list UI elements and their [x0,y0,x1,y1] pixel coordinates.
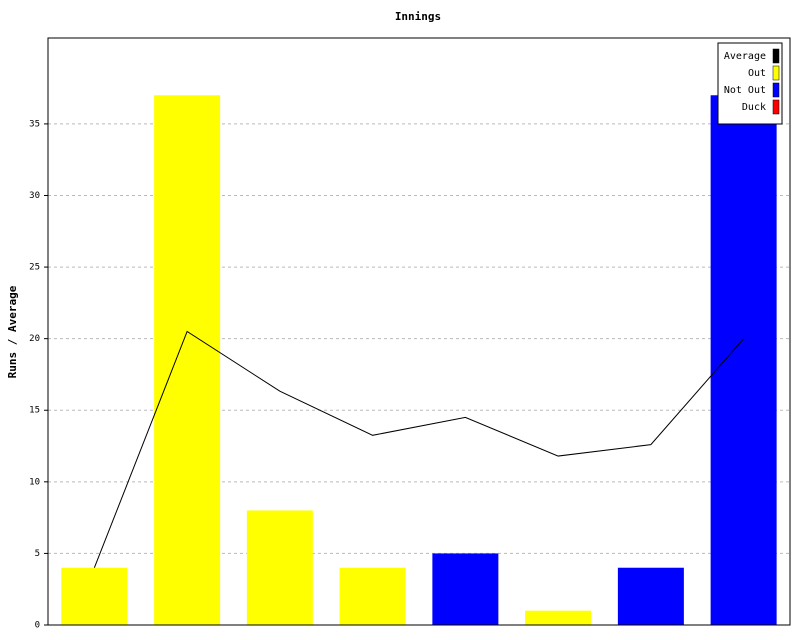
y-tick-label: 35 [29,119,40,129]
legend-label: Average [724,51,766,62]
y-tick-label: 5 [35,549,40,559]
y-tick-label: 30 [29,191,40,201]
y-tick-label: 15 [29,406,40,416]
legend-swatch [772,48,780,64]
legend-label: Out [748,68,766,79]
bar [525,610,592,625]
legend-swatch [772,65,780,81]
chart-title: Innings [395,10,441,23]
y-tick-label: 25 [29,263,40,273]
legend-swatch [772,82,780,98]
plot-frame [47,37,791,626]
bar [154,95,221,625]
legend-label: Not Out [724,85,766,96]
y-tick-label: 0 [35,621,40,631]
y-tick-label: 10 [29,477,40,487]
bar [246,510,313,625]
legend-swatch [772,99,780,115]
bar [61,567,128,625]
bar [339,567,406,625]
bar [432,553,499,625]
legend-label: Duck [742,102,766,113]
legend-box [717,42,783,125]
bar [617,567,684,625]
y-axis-label: Runs / Average [6,285,19,378]
average-line [93,330,745,568]
bar [710,95,777,625]
y-tick-label: 20 [29,334,40,344]
